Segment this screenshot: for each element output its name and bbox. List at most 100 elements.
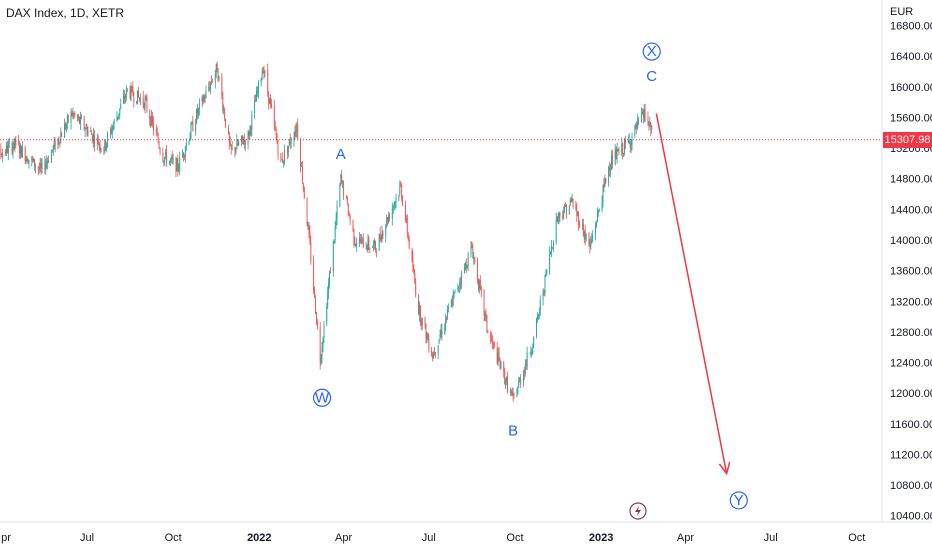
candle-body [640, 112, 642, 122]
candle-body [125, 88, 127, 98]
candle-body [506, 377, 508, 383]
candle-body [296, 124, 298, 132]
candle-body [212, 81, 213, 83]
candle-body [144, 98, 146, 109]
x-tick-label: pr [1, 532, 11, 544]
candle-body [529, 353, 531, 355]
candle-body [129, 89, 131, 99]
candle-body [400, 184, 402, 186]
candle-body [103, 149, 105, 152]
candle-body [581, 223, 583, 227]
candle-body [555, 219, 557, 244]
candle-body [412, 257, 414, 271]
lightning-icon [635, 506, 641, 516]
candle-body [551, 247, 553, 249]
candle-body [486, 315, 488, 331]
candle-body [507, 376, 508, 392]
candle-body [470, 246, 472, 255]
candle-body [295, 129, 297, 132]
candle-body [303, 187, 305, 199]
candle-body [492, 342, 494, 344]
candle-body [454, 289, 456, 292]
candle-body [171, 156, 173, 160]
candle-body [139, 98, 141, 101]
candle-body [235, 149, 237, 153]
y-tick-label: 12400.00 [890, 358, 932, 370]
candle-body [39, 163, 41, 170]
candle-body [126, 88, 128, 90]
candle-body [204, 98, 206, 99]
candle-body [313, 260, 315, 291]
candle-body [629, 140, 631, 148]
candle-body [6, 145, 7, 154]
candle-body [249, 126, 251, 135]
candle-body [105, 140, 107, 149]
candle-body [339, 184, 341, 207]
candle-body [136, 101, 138, 104]
candle-body [352, 220, 354, 230]
candle-body [386, 217, 388, 227]
candle-body [58, 138, 60, 142]
candle-body [597, 210, 599, 212]
candle-body [615, 149, 617, 159]
candle-body [650, 122, 652, 131]
candle-body [433, 352, 435, 354]
candle-body [308, 226, 310, 233]
y-tick-label: 13200.00 [890, 296, 932, 308]
candle-body [157, 134, 159, 143]
candle-body [445, 318, 447, 326]
candle-body [621, 143, 623, 153]
candle-body [391, 208, 393, 219]
candle-body [94, 135, 95, 145]
candle-body [301, 166, 303, 183]
currency-label: EUR [890, 6, 913, 18]
candle-body [289, 139, 291, 145]
candle-body [92, 134, 94, 142]
candle-body [100, 148, 102, 151]
candle-body [132, 87, 134, 96]
candle-body [405, 218, 407, 220]
candle-body [217, 71, 219, 81]
candle-body [373, 244, 375, 247]
candle-body [519, 378, 521, 383]
candle-body [500, 361, 502, 369]
candle-body [622, 143, 624, 155]
candle-body [85, 127, 87, 129]
candle-body [419, 306, 420, 315]
candle-body [283, 160, 285, 164]
candle-body [314, 289, 316, 295]
candle-body [52, 146, 54, 151]
candle-body [398, 195, 400, 199]
wave-label-w: W [315, 389, 330, 406]
candle-body [378, 234, 380, 251]
candle-body [328, 283, 330, 293]
candle-body [537, 315, 538, 320]
candle-body [54, 140, 56, 150]
candle-body [184, 148, 186, 157]
candle-body [261, 72, 263, 81]
candle-body [329, 272, 331, 285]
candle-body [286, 148, 288, 154]
candle-body [1, 155, 3, 157]
candle-body [31, 158, 33, 160]
candle-body [287, 145, 289, 152]
candle-body [223, 109, 225, 111]
candle-body [320, 357, 322, 363]
candle-body [319, 327, 321, 364]
y-tick-label: 14000.00 [890, 235, 932, 247]
candle-body [326, 308, 328, 324]
candle-body [198, 102, 200, 109]
candle-body [269, 98, 271, 105]
candle-body [496, 346, 498, 364]
wave-circle-y [729, 491, 748, 510]
candle-body [571, 199, 573, 202]
candle-body [444, 325, 446, 335]
candle-body [467, 253, 469, 267]
candle-body [520, 378, 522, 384]
candle-body [511, 393, 513, 395]
candle-body [274, 125, 276, 130]
candle-body [37, 166, 39, 170]
candle-body [425, 324, 427, 339]
candle-body [345, 196, 347, 198]
